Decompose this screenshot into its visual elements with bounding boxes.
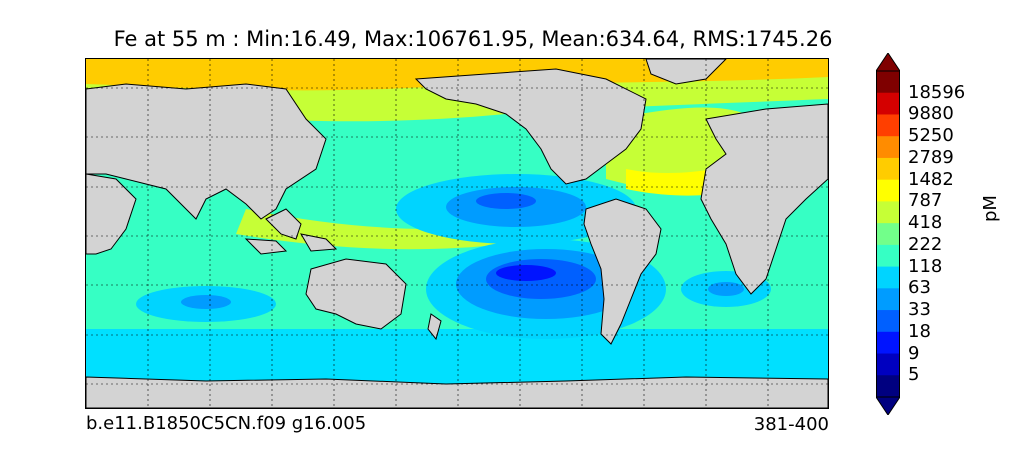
colorbar-tick-label: 2789 (908, 146, 954, 168)
colorbar-segment (876, 244, 900, 268)
colorbar-tick-label: 222 (908, 233, 943, 255)
colorbar-segment (876, 157, 900, 181)
colorbar-segment (876, 331, 900, 355)
map-title: Fe at 55 m : Min:16.49, Max:106761.95, M… (113, 27, 833, 51)
colorbar-tick-label: 9880 (908, 103, 954, 125)
map-canvas (86, 59, 828, 408)
colorbar-segment (876, 179, 900, 202)
colorbar-segment (876, 201, 900, 224)
colorbar-upper-extend (876, 53, 900, 72)
colorbar-tick-label: 18 (908, 320, 931, 342)
colorbar-segment (876, 266, 900, 289)
colorbar-tick-label: 63 (908, 277, 931, 299)
ocean-map (85, 58, 829, 409)
colorbar-tick-label: 787 (908, 190, 943, 212)
colorbar-segment (876, 375, 900, 398)
colorbar-segment (876, 92, 900, 115)
colorbar-segment (876, 288, 900, 311)
colorbar (876, 53, 900, 415)
colorbar-tick-label: 418 (908, 212, 943, 234)
case-name-label: b.e11.B1850C5CN.f09 g16.005 (86, 413, 367, 434)
colorbar-tick-label: 33 (908, 299, 931, 321)
colorbar-lower-extend (876, 396, 900, 415)
colorbar-segment (876, 114, 900, 137)
colorbar-segment (876, 310, 900, 333)
years-label: 381-400 (753, 414, 829, 435)
colorbar-tick-label: 5 (908, 364, 920, 386)
colorbar-segment (876, 353, 900, 376)
colorbar-tick-label: 18596 (908, 81, 966, 103)
colorbar-segment (876, 71, 900, 94)
colorbar-unit: pM (980, 195, 1001, 222)
colorbar-tick-label: 5250 (908, 125, 954, 147)
colorbar-segment (876, 223, 900, 246)
colorbar-tick-label: 1482 (908, 168, 954, 190)
colorbar-tick-label: 118 (908, 255, 943, 277)
colorbar-segment (876, 136, 900, 159)
colorbar-tick-label: 9 (908, 342, 920, 364)
